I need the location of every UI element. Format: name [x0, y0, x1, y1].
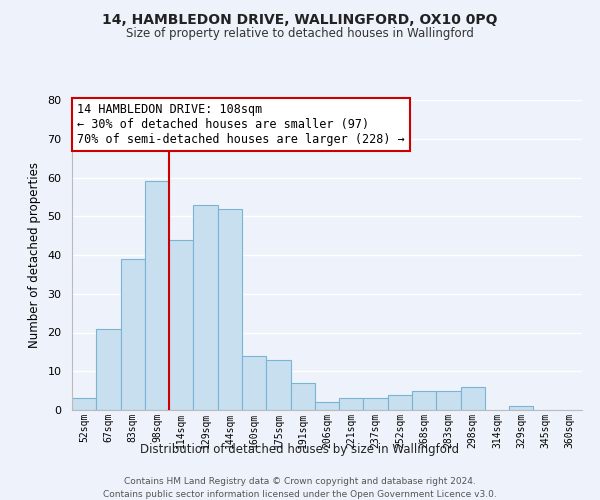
Text: Distribution of detached houses by size in Wallingford: Distribution of detached houses by size …	[140, 442, 460, 456]
Bar	[218, 208, 242, 410]
Bar	[388, 394, 412, 410]
Bar	[121, 259, 145, 410]
Bar	[169, 240, 193, 410]
Bar	[436, 390, 461, 410]
Text: Contains public sector information licensed under the Open Government Licence v3: Contains public sector information licen…	[103, 490, 497, 499]
Text: Contains HM Land Registry data © Crown copyright and database right 2024.: Contains HM Land Registry data © Crown c…	[124, 478, 476, 486]
Bar	[96, 328, 121, 410]
Bar	[242, 356, 266, 410]
Bar	[290, 383, 315, 410]
Bar	[461, 387, 485, 410]
Y-axis label: Number of detached properties: Number of detached properties	[28, 162, 41, 348]
Text: 14, HAMBLEDON DRIVE, WALLINGFORD, OX10 0PQ: 14, HAMBLEDON DRIVE, WALLINGFORD, OX10 0…	[102, 12, 498, 26]
Text: Size of property relative to detached houses in Wallingford: Size of property relative to detached ho…	[126, 28, 474, 40]
Bar	[266, 360, 290, 410]
Bar	[339, 398, 364, 410]
Text: 14 HAMBLEDON DRIVE: 108sqm
← 30% of detached houses are smaller (97)
70% of semi: 14 HAMBLEDON DRIVE: 108sqm ← 30% of deta…	[77, 103, 405, 146]
Bar	[364, 398, 388, 410]
Bar	[145, 182, 169, 410]
Bar	[315, 402, 339, 410]
Bar	[509, 406, 533, 410]
Bar	[193, 204, 218, 410]
Bar	[72, 398, 96, 410]
Bar	[412, 390, 436, 410]
